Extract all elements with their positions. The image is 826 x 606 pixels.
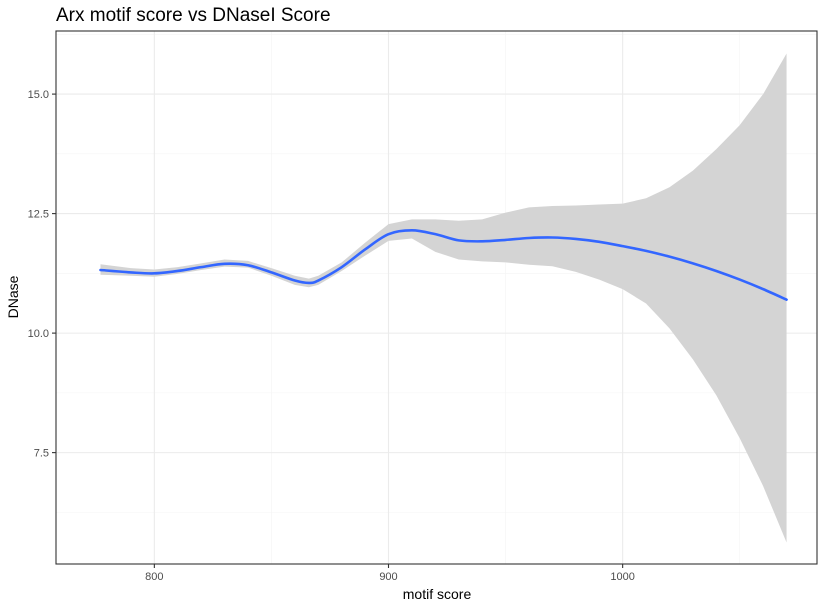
y-axis-ticks: 7.5 10.0 12.5 15.0	[28, 89, 56, 460]
confidence-band	[100, 53, 787, 543]
y-tick-label: 12.5	[28, 209, 49, 221]
chart-title: Arx motif score vs DNaseI Score	[56, 5, 331, 26]
x-tick-label: 800	[145, 571, 163, 583]
x-axis-title: motif score	[403, 586, 472, 602]
y-tick-label: 15.0	[28, 89, 49, 101]
y-tick-label: 7.5	[34, 448, 49, 460]
y-tick-label: 10.0	[28, 328, 49, 340]
smooth-line	[99, 229, 788, 301]
y-axis-title: DNase	[5, 275, 21, 318]
minor-gridlines	[56, 31, 817, 564]
x-axis-ticks: 800 900 1000	[145, 564, 635, 583]
x-tick-label: 1000	[610, 571, 634, 583]
x-tick-label: 900	[379, 571, 397, 583]
panel-border	[55, 30, 818, 565]
